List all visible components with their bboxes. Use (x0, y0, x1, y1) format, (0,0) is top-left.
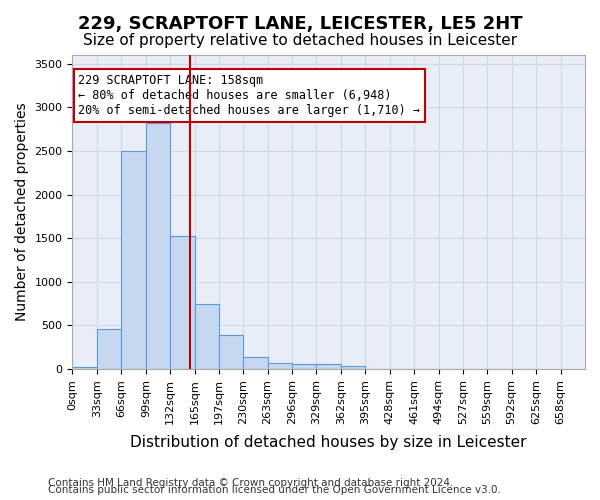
X-axis label: Distribution of detached houses by size in Leicester: Distribution of detached houses by size … (130, 435, 527, 450)
Text: Contains HM Land Registry data © Crown copyright and database right 2024.: Contains HM Land Registry data © Crown c… (48, 478, 454, 488)
Bar (218, 335, 243, 369)
Text: Size of property relative to detached houses in Leicester: Size of property relative to detached ho… (83, 32, 517, 48)
Bar (292, 364, 316, 369)
Bar (73, 368, 97, 369)
Bar (146, 123, 170, 369)
Text: 229, SCRAPTOFT LANE, LEICESTER, LE5 2HT: 229, SCRAPTOFT LANE, LEICESTER, LE5 2HT (77, 15, 523, 33)
Text: Contains public sector information licensed under the Open Government Licence v3: Contains public sector information licen… (48, 485, 501, 495)
Bar (97, 329, 121, 369)
Bar (268, 363, 292, 369)
Text: 229 SCRAPTOFT LANE: 158sqm
← 80% of detached houses are smaller (6,948)
20% of s: 229 SCRAPTOFT LANE: 158sqm ← 80% of deta… (79, 74, 421, 117)
Bar (195, 304, 219, 369)
Bar (170, 236, 195, 369)
Bar (121, 151, 146, 369)
Bar (341, 366, 365, 369)
Bar (243, 357, 268, 369)
Bar (316, 364, 341, 369)
Y-axis label: Number of detached properties: Number of detached properties (15, 102, 29, 322)
